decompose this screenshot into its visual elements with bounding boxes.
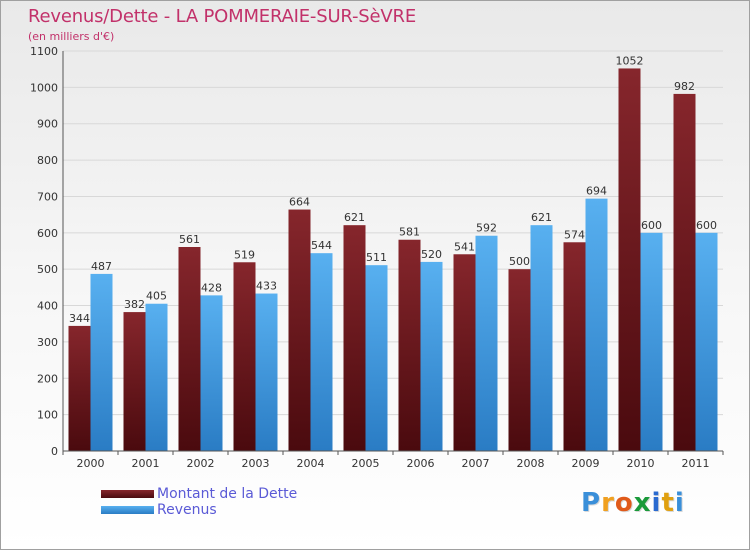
x-tick-label: 2011 bbox=[682, 457, 710, 470]
bar-revenue bbox=[310, 253, 333, 451]
data-label-revenue: 600 bbox=[696, 219, 717, 232]
data-label-debt: 574 bbox=[564, 228, 585, 241]
y-tick-label: 100 bbox=[37, 409, 58, 422]
data-label-debt: 519 bbox=[234, 248, 255, 261]
y-tick-label: 800 bbox=[37, 154, 58, 167]
bar-revenue bbox=[90, 273, 113, 451]
data-label-revenue: 544 bbox=[311, 239, 332, 252]
data-label-debt: 982 bbox=[674, 80, 695, 93]
bar-debt bbox=[563, 242, 586, 451]
legend-item-debt: Montant de la Dette bbox=[101, 486, 297, 502]
bar-revenue bbox=[255, 293, 278, 451]
y-tick-label: 900 bbox=[37, 118, 58, 131]
data-label-debt: 581 bbox=[399, 226, 420, 239]
logo-letter: i bbox=[651, 488, 662, 518]
data-label-revenue: 487 bbox=[91, 260, 112, 273]
data-label-revenue: 405 bbox=[146, 290, 167, 303]
logo-letter: o bbox=[614, 488, 634, 518]
bar-revenue bbox=[365, 265, 388, 451]
data-label-debt: 561 bbox=[179, 233, 200, 246]
y-tick-label: 500 bbox=[37, 263, 58, 276]
x-tick-label: 2008 bbox=[517, 457, 545, 470]
bar-debt bbox=[343, 225, 366, 451]
data-label-revenue: 592 bbox=[476, 222, 497, 235]
data-label-revenue: 520 bbox=[421, 248, 442, 261]
data-label-debt: 344 bbox=[69, 312, 90, 325]
x-tick-label: 2006 bbox=[407, 457, 435, 470]
legend-item-revenue: Revenus bbox=[101, 502, 297, 518]
legend-label-debt: Montant de la Dette bbox=[157, 485, 298, 502]
bar-debt bbox=[123, 312, 146, 451]
data-label-revenue: 511 bbox=[366, 251, 387, 264]
y-tick-label: 200 bbox=[37, 372, 58, 385]
x-tick-label: 2001 bbox=[132, 457, 160, 470]
bar-debt bbox=[398, 239, 421, 451]
legend-swatch-debt bbox=[101, 490, 154, 498]
bar-debt bbox=[178, 247, 201, 451]
y-tick-label: 0 bbox=[51, 445, 58, 458]
y-tick-label: 1100 bbox=[30, 45, 58, 58]
bar-revenue bbox=[585, 198, 608, 451]
bar-revenue bbox=[530, 225, 553, 451]
data-label-revenue: 600 bbox=[641, 219, 662, 232]
legend: Montant de la Dette Revenus bbox=[101, 486, 297, 518]
x-tick-label: 2007 bbox=[462, 457, 490, 470]
data-label-revenue: 428 bbox=[201, 281, 222, 294]
x-tick-label: 2003 bbox=[242, 457, 270, 470]
y-tick-label: 400 bbox=[37, 300, 58, 313]
data-label-revenue: 433 bbox=[256, 280, 277, 293]
bar-debt bbox=[68, 325, 91, 451]
logo-letter: i bbox=[674, 488, 685, 518]
chart-title: Revenus/Dette - LA POMMERAIE-SUR-SèVRE bbox=[28, 6, 416, 27]
logo-letter: P bbox=[581, 488, 602, 518]
legend-label-revenue: Revenus bbox=[157, 501, 217, 518]
bar-revenue bbox=[420, 261, 443, 451]
legend-swatch-revenue bbox=[101, 506, 154, 514]
bar-debt bbox=[508, 269, 531, 451]
bar-debt bbox=[453, 254, 476, 451]
bar-revenue bbox=[200, 295, 223, 451]
data-label-debt: 541 bbox=[454, 240, 475, 253]
logo-letter: x bbox=[633, 488, 652, 518]
data-label-debt: 382 bbox=[124, 298, 145, 311]
bar-debt bbox=[288, 209, 311, 451]
data-label-revenue: 621 bbox=[531, 211, 552, 224]
bar-debt bbox=[233, 262, 256, 451]
bar-revenue bbox=[475, 235, 498, 451]
proxiti-logo: Proxiti bbox=[581, 488, 685, 518]
y-tick-label: 300 bbox=[37, 336, 58, 349]
data-label-debt: 500 bbox=[509, 255, 530, 268]
x-tick-label: 2002 bbox=[187, 457, 215, 470]
logo-letter: t bbox=[661, 488, 675, 518]
logo-letter: r bbox=[601, 488, 615, 518]
bar-revenue bbox=[145, 303, 168, 451]
x-tick-label: 2000 bbox=[77, 457, 105, 470]
bar-debt bbox=[618, 68, 641, 452]
x-tick-label: 2004 bbox=[297, 457, 325, 470]
bar-revenue bbox=[640, 232, 663, 451]
x-tick-label: 2010 bbox=[627, 457, 655, 470]
x-tick-label: 2005 bbox=[352, 457, 380, 470]
y-tick-label: 1000 bbox=[30, 81, 58, 94]
data-label-revenue: 694 bbox=[586, 185, 607, 198]
data-label-debt: 664 bbox=[289, 196, 310, 209]
bar-revenue bbox=[695, 232, 718, 451]
chart-subtitle: (en milliers d'€) bbox=[28, 30, 115, 43]
y-tick-label: 600 bbox=[37, 227, 58, 240]
y-tick-label: 700 bbox=[37, 190, 58, 203]
data-label-debt: 621 bbox=[344, 211, 365, 224]
x-tick-label: 2009 bbox=[572, 457, 600, 470]
bar-debt bbox=[673, 93, 696, 451]
data-label-debt: 1052 bbox=[616, 54, 644, 67]
